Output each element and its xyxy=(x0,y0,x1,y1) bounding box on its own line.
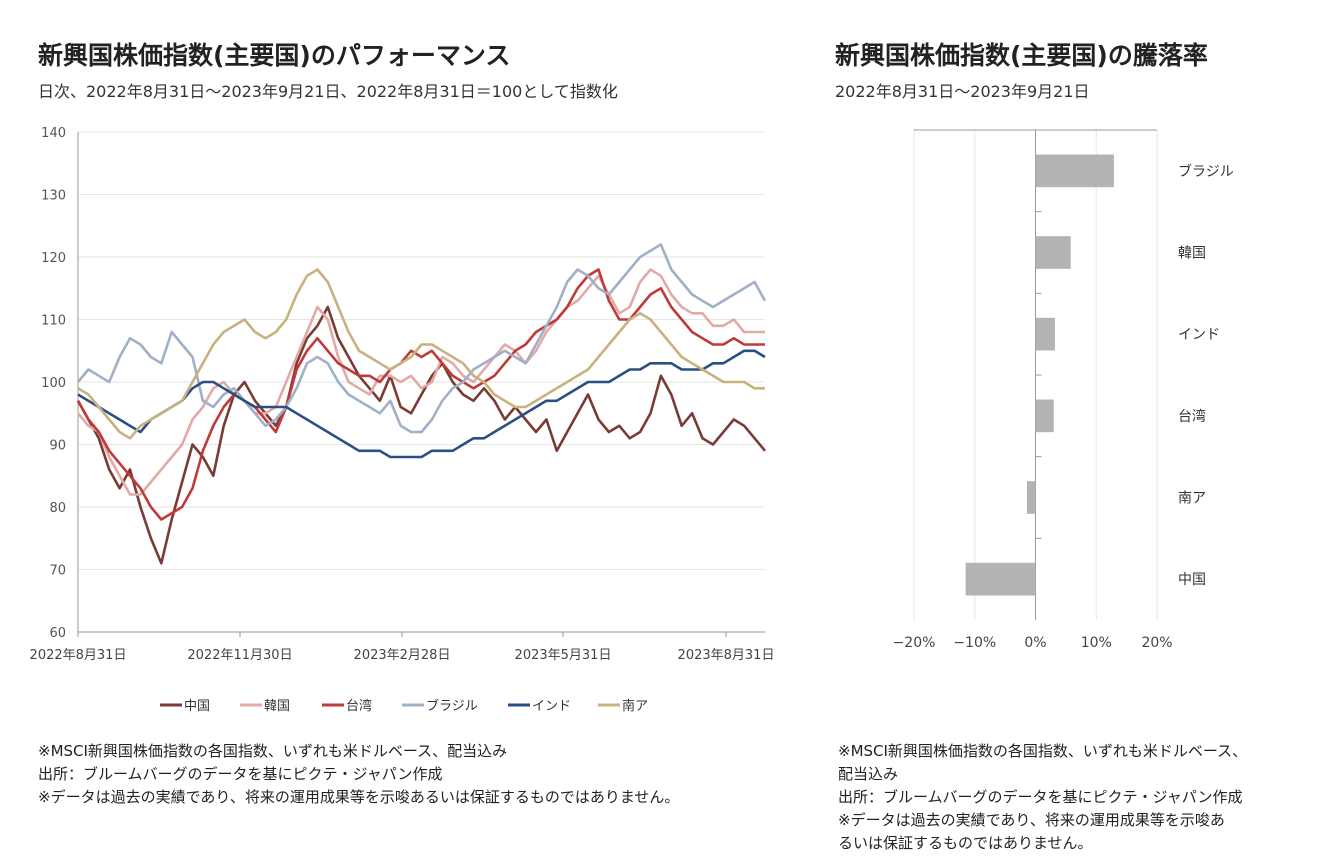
legend-label: 中国 xyxy=(184,699,210,714)
bar-chart-subtitle: 2022年8月31日～2023年9月21日 xyxy=(835,82,1090,101)
line-chart-subtitle: 日次、2022年8月31日～2023年9月21日、2022年8月31日＝100と… xyxy=(38,82,618,101)
y-tick-label: 90 xyxy=(49,439,66,454)
line-chart-notes: ※MSCI新興国株価指数の各国指数、いずれも米ドルベース、配当込み 出所：ブルー… xyxy=(38,740,679,809)
x-tick-label: 2023年5月31日 xyxy=(515,648,612,663)
series-line xyxy=(77,243,767,434)
y-tick-label: 110 xyxy=(41,314,66,329)
note-line: ※データは過去の実績であり、将来の運用成果等を示唆あ xyxy=(838,811,1225,829)
legend-label: インド xyxy=(532,699,571,714)
y-tick-label: 60 xyxy=(49,626,66,641)
series-line xyxy=(77,268,765,496)
legend-label: 韓国 xyxy=(264,699,290,714)
x-tick-label: −20% xyxy=(893,635,936,651)
category-label: 台湾 xyxy=(1178,408,1206,425)
bar xyxy=(965,562,1036,596)
series-line xyxy=(77,349,766,459)
category-label: 中国 xyxy=(1178,572,1206,588)
series-line xyxy=(76,305,766,565)
legend-label: 台湾 xyxy=(346,698,372,714)
bar xyxy=(1026,481,1036,514)
x-tick-label: 2022年11月30日 xyxy=(187,648,292,663)
series-line xyxy=(76,268,765,521)
y-tick-label: 70 xyxy=(49,564,66,579)
bar-chart-title: 新興国株価指数(主要国)の騰落率 xyxy=(835,41,1208,70)
category-label: 南ア xyxy=(1178,491,1206,507)
note-line: ※MSCI新興国株価指数の各国指数、いずれも米ドルベース、配当込み xyxy=(38,742,508,760)
note-line: ※MSCI新興国株価指数の各国指数、いずれも米ドルベース、 xyxy=(838,742,1248,760)
bar xyxy=(1035,399,1054,433)
category-label: ブラジル xyxy=(1178,163,1234,180)
x-tick-label: 2022年8月31日 xyxy=(30,648,127,663)
bar xyxy=(1035,317,1055,351)
y-tick-label: 100 xyxy=(41,376,66,391)
legend-label: ブラジル xyxy=(426,698,478,714)
x-tick-label: 2023年2月28日 xyxy=(354,648,451,663)
legend-label: 南ア xyxy=(622,698,648,714)
series-line xyxy=(77,268,765,440)
bar xyxy=(1035,236,1071,269)
category-label: インド xyxy=(1178,327,1220,343)
x-tick-label: 2023年8月31日 xyxy=(678,648,775,663)
bar xyxy=(1035,154,1114,188)
x-tick-label: −10% xyxy=(953,635,996,651)
note-line: るいは保証するものではありません。 xyxy=(838,834,1093,852)
x-tick-label: 0% xyxy=(1024,635,1046,651)
bar-chart-notes: ※MSCI新興国株価指数の各国指数、いずれも米ドルベース、 配当込み 出所：ブル… xyxy=(838,740,1247,855)
note-line: 出所：ブルームバーグのデータを基にピクテ・ジャパン作成 xyxy=(38,765,443,783)
note-line: ※データは過去の実績であり、将来の運用成果等を示唆あるいは保証するものではありま… xyxy=(38,788,680,806)
note-line: 出所：ブルームバーグのデータを基にピクテ・ジャパン作成 xyxy=(838,788,1243,806)
line-chart: 60 70 80 90 100 110 120 130 140 2022年8月31日 2022年11… xyxy=(30,126,775,714)
y-tick-label: 120 xyxy=(41,251,66,266)
x-tick-label: 10% xyxy=(1081,635,1112,651)
note-line: 配当込み xyxy=(838,765,899,783)
y-tick-label: 140 xyxy=(41,126,66,141)
line-chart-title: 新興国株価指数(主要国)のパフォーマンス xyxy=(38,41,511,70)
y-tick-label: 80 xyxy=(49,501,66,516)
y-tick-label: 130 xyxy=(41,189,66,204)
category-label: 韓国 xyxy=(1178,246,1206,262)
x-tick-label: 20% xyxy=(1141,635,1172,651)
